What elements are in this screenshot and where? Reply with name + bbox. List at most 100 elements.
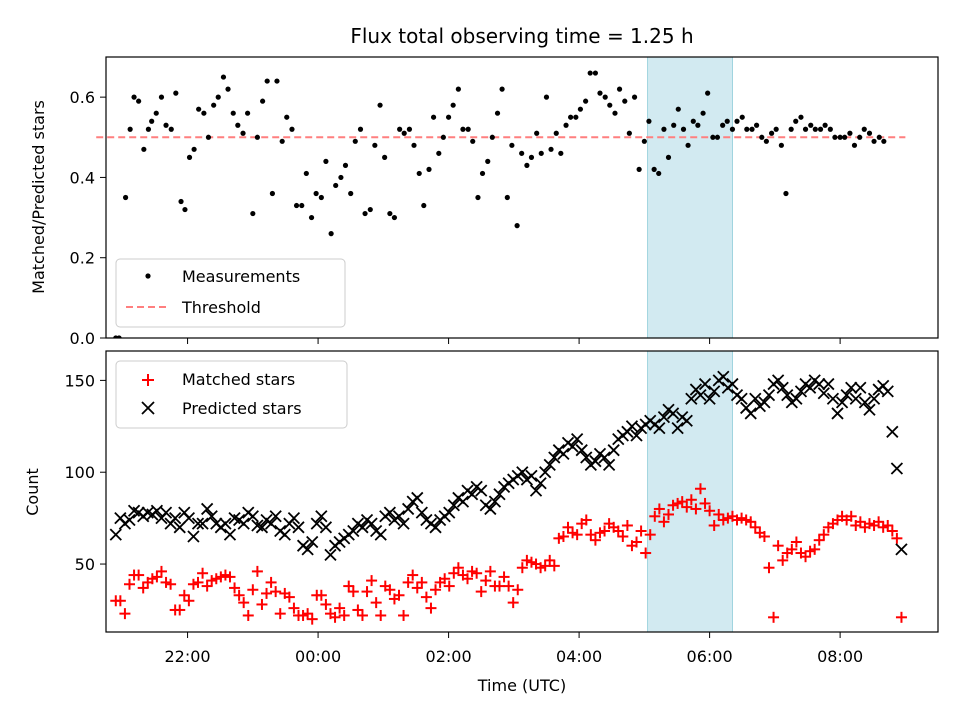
predicted-star-point: [776, 381, 789, 394]
measurement-point: [817, 126, 824, 132]
measurement-point: [367, 206, 373, 213]
bottom-y-axis-label: Count: [23, 468, 42, 516]
measurement-point: [401, 130, 407, 136]
matched-star-point: [800, 551, 812, 563]
measurement-point: [793, 118, 799, 124]
highlight-band: [647, 56, 733, 339]
matched-star-point: [338, 609, 350, 621]
matched-star-point: [133, 569, 145, 581]
y-tick-label: 0.0: [70, 329, 95, 348]
measurement-point: [323, 158, 329, 164]
matched-star-point: [507, 597, 519, 609]
measurement-point: [680, 126, 687, 132]
matched-star-point: [384, 584, 396, 596]
predicted-star-point: [835, 396, 849, 409]
measurement-point: [714, 134, 721, 140]
matched-star-point: [708, 519, 720, 531]
measurement-point: [173, 90, 179, 96]
matched-star-point: [516, 562, 528, 574]
measurement-point: [274, 78, 280, 84]
measurement-point: [450, 102, 456, 108]
predicted-star-point: [159, 506, 173, 519]
measurement-point: [661, 126, 667, 132]
matched-star-point: [366, 575, 378, 587]
measurement-point: [205, 134, 212, 140]
matched-star-point: [165, 578, 177, 590]
measurement-point: [338, 174, 344, 181]
measurement-point: [675, 106, 681, 112]
measurement-point: [136, 98, 142, 104]
measurement-point: [411, 142, 417, 148]
predicted-star-point: [246, 510, 259, 523]
predicted-star-point: [529, 484, 543, 497]
measurement-point: [695, 122, 701, 128]
predicted-star-point: [571, 433, 584, 446]
measurement-point: [122, 194, 129, 201]
predicted-star-point: [845, 381, 858, 394]
matched-star-point: [786, 543, 798, 555]
measurement-point: [837, 134, 843, 140]
measurement-point: [264, 78, 270, 84]
measurement-point: [377, 102, 383, 108]
y-tick-label: 0.4: [70, 168, 95, 187]
measurement-point: [690, 118, 696, 124]
predicted-star-point: [666, 407, 680, 420]
measurement-point: [734, 118, 740, 124]
matched-star-point: [484, 565, 496, 577]
measurement-point: [211, 102, 217, 108]
predicted-star-point: [315, 510, 328, 523]
predicted-star-point: [429, 521, 442, 534]
measurement-point: [455, 86, 461, 92]
predicted-star-point: [534, 477, 547, 490]
measurement-point: [812, 126, 818, 132]
legend-predicted-label: Predicted stars: [182, 399, 302, 418]
predicted-star-point: [858, 396, 872, 409]
measurement-point: [573, 114, 579, 120]
matched-star-point: [631, 536, 643, 548]
matched-star-point: [768, 611, 780, 623]
matched-star-point: [197, 567, 209, 579]
measurement-point: [749, 126, 755, 132]
matched-star-point: [402, 576, 414, 588]
measurement-point: [822, 122, 828, 128]
y-tick-label: 150: [64, 371, 95, 390]
measurement-point: [499, 86, 505, 92]
predicted-star-point: [566, 440, 579, 453]
matched-star-point: [183, 595, 195, 607]
predicted-star-point: [762, 388, 776, 402]
predicted-star-point: [365, 517, 378, 530]
measurement-point: [475, 194, 481, 201]
measurement-point: [196, 106, 202, 112]
measurement-point: [362, 210, 368, 217]
measurement-point: [470, 138, 476, 144]
measurement-point: [391, 214, 398, 221]
matched-star-point: [512, 584, 524, 596]
measurement-point: [788, 126, 794, 132]
measurement-point: [293, 202, 300, 209]
predicted-star-point: [653, 422, 666, 435]
measurement-point: [646, 118, 652, 124]
matched-star-point: [398, 609, 410, 621]
measurement-point: [489, 134, 495, 140]
matched-star-point: [704, 505, 716, 517]
highlight-band: [647, 350, 733, 633]
matched-star-point: [649, 510, 661, 522]
matched-star-point: [420, 591, 432, 603]
top-legend: Measurements Threshold: [115, 258, 346, 328]
top-panel: 0.0 0.2 0.4 0.6 Matched/Predicted stars Mea…: [29, 56, 939, 348]
y-tick-label: 0.2: [70, 249, 95, 268]
measurement-point: [387, 210, 393, 217]
matched-star-point: [155, 565, 167, 577]
measurement-point: [827, 126, 833, 132]
measurement-point: [558, 150, 564, 156]
matched-star-point: [452, 562, 464, 574]
predicted-star-point: [456, 495, 470, 508]
measurement-point: [528, 154, 535, 160]
matched-star-point: [498, 571, 510, 583]
matched-star-point: [283, 591, 295, 603]
measurement-point: [186, 154, 193, 160]
measurement-point: [602, 94, 608, 100]
predicted-star-point: [886, 425, 899, 438]
predicted-star-point: [717, 370, 730, 383]
